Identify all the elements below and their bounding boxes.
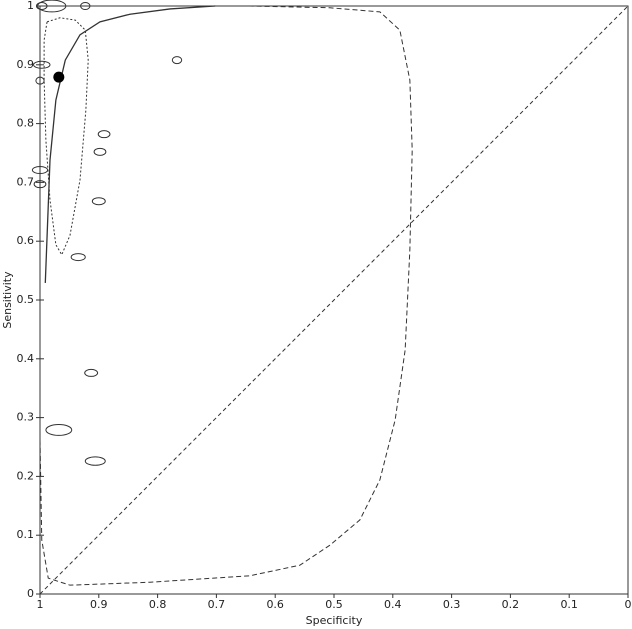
study-point [80,2,91,10]
x-tick-label: 0 [625,598,632,611]
y-tick-label: 0.6 [17,234,35,247]
y-tick-label: 0.7 [17,175,35,188]
study-point [35,2,48,10]
x-tick-label: 0.4 [384,598,402,611]
y-tick-label: 0.2 [17,469,35,482]
y-tick-label: 0.8 [17,117,35,130]
x-tick-label: 0.7 [208,598,226,611]
x-tick-label: 0.8 [149,598,167,611]
summary-point [53,71,65,83]
study-point [45,424,73,436]
study-point [37,0,67,13]
x-tick-label: 1 [37,598,44,611]
x-tick-label: 0.2 [502,598,520,611]
prediction-region [39,5,413,586]
study-point [33,180,47,189]
x-tick-label: 0.3 [443,598,461,611]
y-tick-label: 0 [27,587,34,600]
study-point [70,253,86,262]
x-tick-label: 0.5 [325,598,343,611]
y-tick-label: 0.9 [17,58,35,71]
study-point [31,166,49,175]
y-axis-label: Sensitivity [1,271,14,329]
y-tick-label: 0.3 [17,411,35,424]
y-tick-label: 0.4 [17,352,35,365]
study-point [91,197,106,206]
x-axis-label: Specificity [306,614,363,627]
y-tick-label: 0.1 [17,528,35,541]
x-tick-label: 0.9 [90,598,108,611]
study-point [84,368,99,377]
study-point [171,56,183,65]
sroc-curve [44,5,216,283]
y-tick-label: 1 [27,0,34,12]
confidence-region [43,17,89,256]
study-point [33,60,51,69]
chance-line [39,5,629,595]
y-tick-label: 0.5 [17,293,35,306]
study-point [93,147,107,156]
study-point [35,76,45,85]
x-tick-label: 0.6 [266,598,284,611]
study-point [97,130,111,139]
x-tick-label: 0.1 [560,598,578,611]
study-point [84,456,106,466]
